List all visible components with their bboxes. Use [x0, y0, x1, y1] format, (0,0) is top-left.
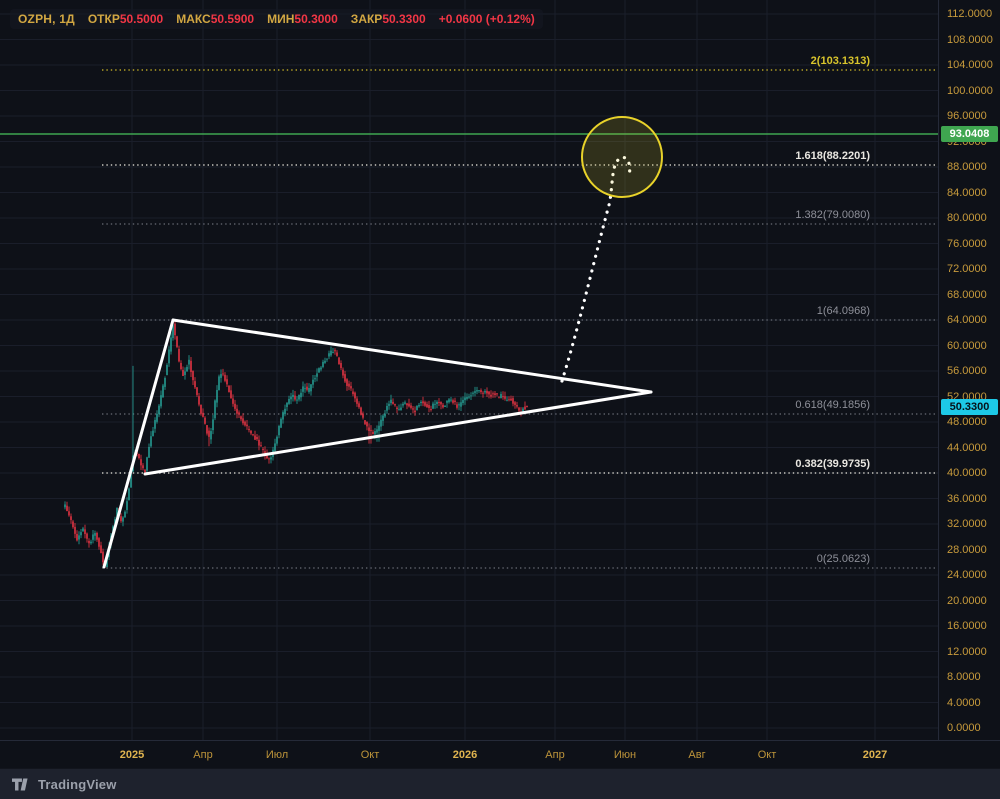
price-axis-label: 76.0000 — [947, 237, 987, 250]
target-circle-drawing[interactable] — [581, 116, 663, 198]
time-axis-label: Авг — [688, 749, 706, 761]
price-axis-label: 4.0000 — [947, 696, 981, 709]
price-axis-label: 36.0000 — [947, 492, 987, 505]
price-axis-label: 88.0000 — [947, 161, 987, 173]
tradingview-logo[interactable]: TradingView — [12, 777, 117, 792]
price-axis-label: 84.0000 — [947, 186, 987, 199]
tradingview-logo-icon — [12, 777, 28, 791]
time-axis-label: Окт — [360, 749, 380, 761]
time-axis-label: Окт — [757, 749, 777, 761]
triangle-pattern-drawing[interactable] — [102, 318, 653, 569]
price-axis-label: 100.0000 — [947, 84, 993, 97]
projection-arrow-drawing[interactable] — [560, 155, 632, 383]
fib-level-label: 1.618(88.2201) — [795, 150, 870, 162]
time-axis-label: 2026 — [452, 749, 478, 761]
price-axis-label: 44.0000 — [947, 441, 987, 454]
time-axis-label: Апр — [545, 749, 565, 761]
time-axis[interactable]: 2025 Апр Июл Окт 2026 Апр Июн Авг Окт 2027 — [0, 740, 1000, 769]
price-axis-label: 68.0000 — [947, 288, 987, 301]
fib-extension-lines[interactable] — [102, 69, 938, 569]
fib-level-label: 0(25.0623) — [816, 553, 870, 565]
price-axis-label: 20.0000 — [947, 594, 987, 607]
grid-lines — [0, 0, 938, 740]
price-axis-label: 60.0000 — [947, 339, 987, 352]
fib-level-label: 1(64.0968) — [816, 305, 870, 317]
price-axis[interactable]: 0.0000 4.0000 8.0000 12.0000 16.0000 20.0000 2… — [938, 0, 1000, 740]
symbol-legend[interactable]: OZPH, 1Д ОТКР50.5000 МАКС50.5900 МИН50.3… — [10, 9, 543, 29]
bottom-toolbar: TradingView — [0, 768, 1000, 799]
price-axis-label: 16.0000 — [947, 620, 987, 632]
price-axis-label: 104.0000 — [947, 59, 993, 71]
open-readout: ОТКР50.5000 — [87, 12, 164, 26]
time-axis-label: 2027 — [862, 749, 888, 761]
fib-level-label: 2(103.1313) — [810, 55, 870, 67]
time-axis-label: Июл — [265, 749, 289, 761]
price-axis-label: 64.0000 — [947, 314, 987, 326]
price-axis-label: 48.0000 — [947, 416, 987, 428]
last-price-label: 50.3300 — [941, 399, 998, 415]
symbol-title[interactable]: OZPH, 1Д — [18, 12, 75, 26]
tradingview-logo-text: TradingView — [38, 776, 117, 792]
price-axis-label: 72.0000 — [947, 263, 987, 275]
price-axis-label: 108.0000 — [947, 33, 993, 46]
price-axis-label: 0.0000 — [947, 722, 981, 734]
price-axis-label: 32.0000 — [947, 518, 987, 530]
candlestick-series — [64, 320, 528, 568]
change-readout: +0.0600 (+0.12%) — [438, 12, 535, 26]
price-axis-label: 28.0000 — [947, 543, 987, 556]
high-readout: МАКС50.5900 — [176, 12, 255, 26]
low-readout: МИН50.3000 — [267, 12, 338, 26]
fib-level-label: 0.382(39.9735) — [795, 458, 870, 470]
price-axis-label: 8.0000 — [947, 671, 981, 683]
price-axis-label: 56.0000 — [947, 365, 987, 377]
chart-pane[interactable]: OZPH, 1Д ОТКР50.5000 МАКС50.5900 МИН50.3… — [0, 0, 938, 740]
price-axis-label: 12.0000 — [947, 645, 987, 658]
chart-canvas[interactable] — [0, 0, 938, 740]
price-axis-label: 40.0000 — [947, 467, 987, 479]
fib-level-label: 0.618(49.1856) — [795, 399, 870, 411]
close-readout: ЗАКР50.3300 — [350, 12, 426, 26]
price-axis-label: 96.0000 — [947, 110, 987, 122]
time-axis-label: Апр — [193, 749, 213, 761]
price-axis-label: 24.0000 — [947, 569, 987, 581]
time-axis-label: Июн — [613, 749, 637, 761]
hline-price-label: 93.0408 — [941, 126, 998, 142]
time-axis-label: 2025 — [119, 749, 145, 761]
fib-level-label: 1.382(79.0080) — [795, 209, 870, 221]
price-axis-label: 80.0000 — [947, 212, 987, 224]
price-axis-label: 112.0000 — [947, 8, 993, 20]
